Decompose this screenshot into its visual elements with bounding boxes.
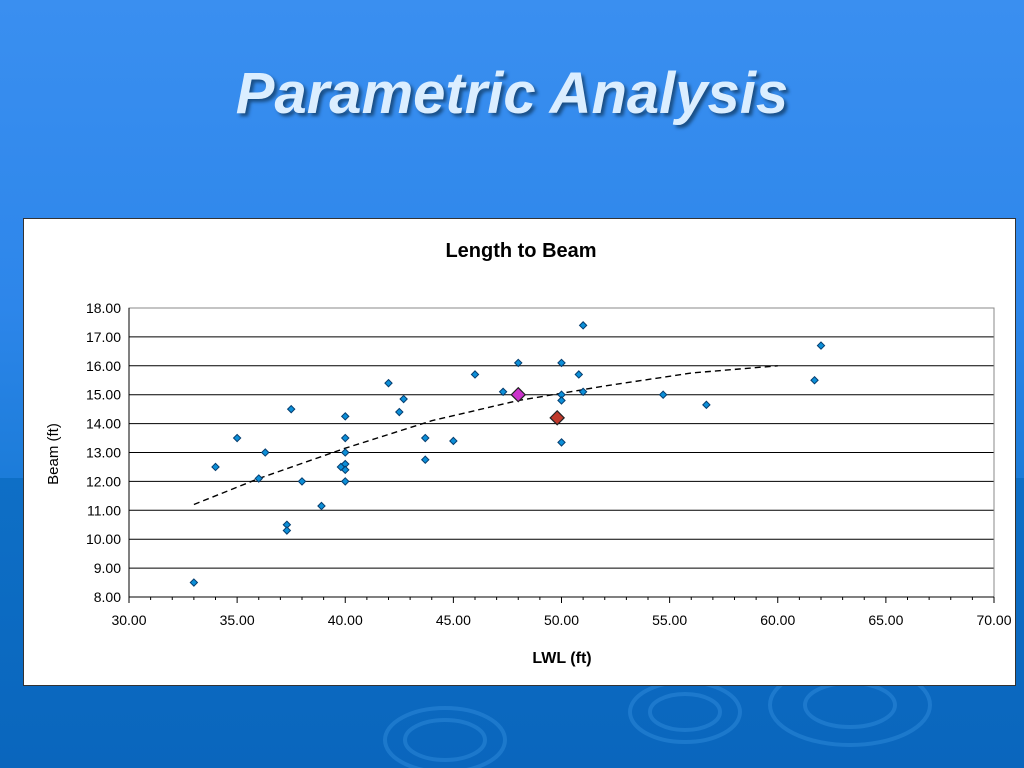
data-point <box>557 438 566 447</box>
y-tick-label: 16.00 <box>86 358 121 374</box>
y-tick-label: 9.00 <box>94 560 121 576</box>
x-tick-label: 65.00 <box>868 612 903 628</box>
y-tick-label: 17.00 <box>86 329 121 345</box>
slide-title: Parametric Analysis <box>235 61 789 126</box>
data-point <box>578 321 588 330</box>
data-point <box>557 396 566 405</box>
x-tick-label: 70.00 <box>976 612 1011 628</box>
highlight-point <box>549 409 566 426</box>
y-tick-label: 12.00 <box>86 473 121 489</box>
data-point <box>297 477 307 486</box>
x-tick-label: 30.00 <box>111 612 146 628</box>
y-tick-label: 11.00 <box>87 502 121 518</box>
data-point <box>254 474 264 483</box>
data-point <box>513 358 523 368</box>
x-tick-label: 50.00 <box>544 612 579 628</box>
data-point <box>395 407 404 417</box>
data-point <box>260 448 270 457</box>
data-point <box>574 370 584 379</box>
data-point <box>420 433 430 443</box>
data-point <box>498 387 508 397</box>
x-tick-label: 45.00 <box>436 612 471 628</box>
data-point <box>340 448 350 457</box>
data-point <box>557 358 566 368</box>
data-point <box>658 390 668 400</box>
chart-title: Length to Beam <box>445 240 596 262</box>
scatter-chart: Length to Beam LWL (ft) Beam (ft) 8.00 9.… <box>45 240 1012 667</box>
y-tick-label: 10.00 <box>86 531 121 547</box>
data-point <box>340 433 350 443</box>
x-tick-label: 60.00 <box>760 612 795 628</box>
data-point <box>399 394 408 404</box>
data-point <box>232 433 242 443</box>
data-point <box>449 436 458 446</box>
chart-panel: Length to Beam LWL (ft) Beam (ft) 8.00 9.… <box>23 218 1016 686</box>
data-point <box>810 375 819 385</box>
data-point <box>384 378 393 388</box>
y-axis-label: Beam (ft) <box>45 423 62 485</box>
data-point <box>340 477 350 486</box>
y-tick-label: 13.00 <box>86 445 121 461</box>
data-point <box>470 370 480 379</box>
data-point <box>286 404 296 414</box>
data-point <box>340 412 350 421</box>
data-point <box>420 455 430 465</box>
data-point <box>816 341 826 350</box>
y-tick-label: 15.00 <box>86 387 121 403</box>
data-point <box>189 578 199 587</box>
data-point <box>340 465 350 475</box>
data-point <box>578 387 588 397</box>
data-point <box>211 462 220 472</box>
x-tick-label: 55.00 <box>652 612 687 628</box>
highlight-point <box>510 386 527 403</box>
y-tick-label: 18.00 <box>86 300 121 316</box>
x-axis-label: LWL (ft) <box>532 650 591 667</box>
trendline <box>193 365 778 506</box>
y-tick-label: 8.00 <box>94 589 121 605</box>
data-point <box>317 501 326 511</box>
x-tick-label: 40.00 <box>328 612 363 628</box>
y-tick-label: 14.00 <box>86 416 121 432</box>
data-point <box>702 400 711 410</box>
x-tick-label: 35.00 <box>220 612 255 628</box>
data-point <box>282 526 292 535</box>
